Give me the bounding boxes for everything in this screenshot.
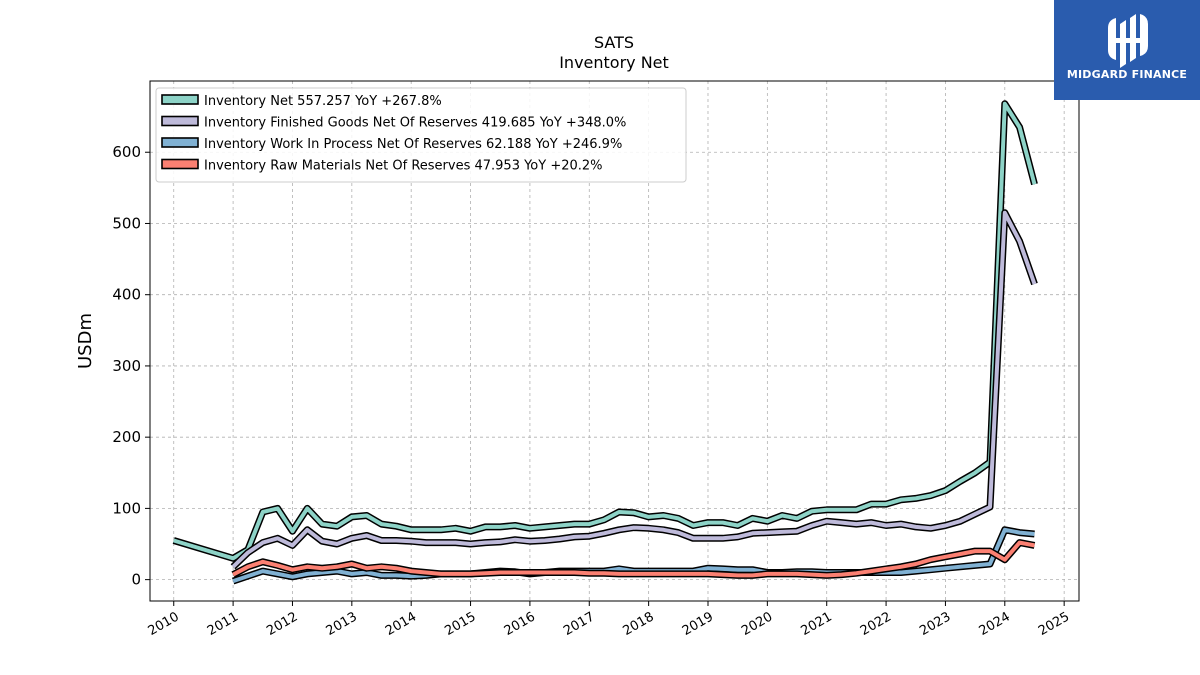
y-tick-label: 600 bbox=[112, 143, 141, 161]
logo-text: MIDGARD FINANCE bbox=[1066, 68, 1188, 81]
x-axis: 2010 2011 2012 2013 2014 2015 2016 2017 2018 2019… bbox=[146, 601, 1072, 639]
x-tick-label: 2014 bbox=[383, 609, 419, 639]
x-tick-label: 2024 bbox=[977, 609, 1013, 639]
plot-frame bbox=[149, 80, 1080, 602]
legend-label: Inventory Net 557.257 YoY +267.8% bbox=[204, 94, 442, 109]
legend-swatch bbox=[161, 94, 199, 105]
y-tick-label: 500 bbox=[112, 214, 141, 232]
series-lines bbox=[172, 100, 1038, 585]
midgard-finance-logo: MIDGARD FINANCE bbox=[1054, 0, 1200, 100]
x-tick-label: 2025 bbox=[1036, 609, 1072, 639]
x-tick-label: 2016 bbox=[502, 609, 538, 639]
legend-swatch bbox=[161, 115, 199, 127]
x-tick-label: 2013 bbox=[324, 609, 360, 639]
y-tick-label: 200 bbox=[112, 428, 141, 446]
legend-box bbox=[155, 87, 687, 183]
y-axis-label: USDm bbox=[75, 313, 96, 369]
x-tick-label: 2021 bbox=[799, 609, 835, 639]
series-line bbox=[231, 210, 1037, 569]
y-tick-label: 300 bbox=[112, 357, 141, 375]
y-tick-label: 0 bbox=[131, 571, 141, 589]
legend: Inventory Net 557.257 YoY +267.8% Invento… bbox=[155, 87, 687, 183]
midgard-logo-icon bbox=[1108, 14, 1148, 68]
x-tick-label: 2019 bbox=[680, 609, 716, 639]
series-line bbox=[173, 101, 1037, 561]
y-axis: 0 100 200 300 400 500 600 bbox=[112, 143, 150, 589]
y-tick-label: 400 bbox=[112, 286, 141, 304]
legend-label: Inventory Work In Process Net Of Reserve… bbox=[204, 137, 622, 152]
chart-title: SATS bbox=[594, 33, 634, 52]
x-tick-label: 2012 bbox=[264, 609, 300, 639]
chart-subtitle: Inventory Net bbox=[559, 53, 669, 72]
x-tick-label: 2023 bbox=[917, 609, 953, 639]
legend-swatch bbox=[161, 137, 199, 148]
y-tick-label: 100 bbox=[112, 499, 141, 517]
series-line bbox=[232, 540, 1035, 578]
x-tick-label: 2015 bbox=[442, 609, 478, 639]
x-tick-label: 2010 bbox=[146, 609, 182, 639]
x-tick-label: 2020 bbox=[739, 609, 775, 639]
legend-swatch bbox=[161, 158, 199, 170]
legend-label: Inventory Finished Goods Net Of Reserves… bbox=[204, 116, 626, 131]
legend-label: Inventory Raw Materials Net Of Reserves … bbox=[204, 159, 603, 174]
x-tick-label: 2018 bbox=[620, 609, 656, 639]
x-tick-label: 2017 bbox=[561, 609, 597, 639]
x-tick-label: 2011 bbox=[205, 609, 241, 639]
x-tick-label: 2022 bbox=[858, 609, 894, 639]
